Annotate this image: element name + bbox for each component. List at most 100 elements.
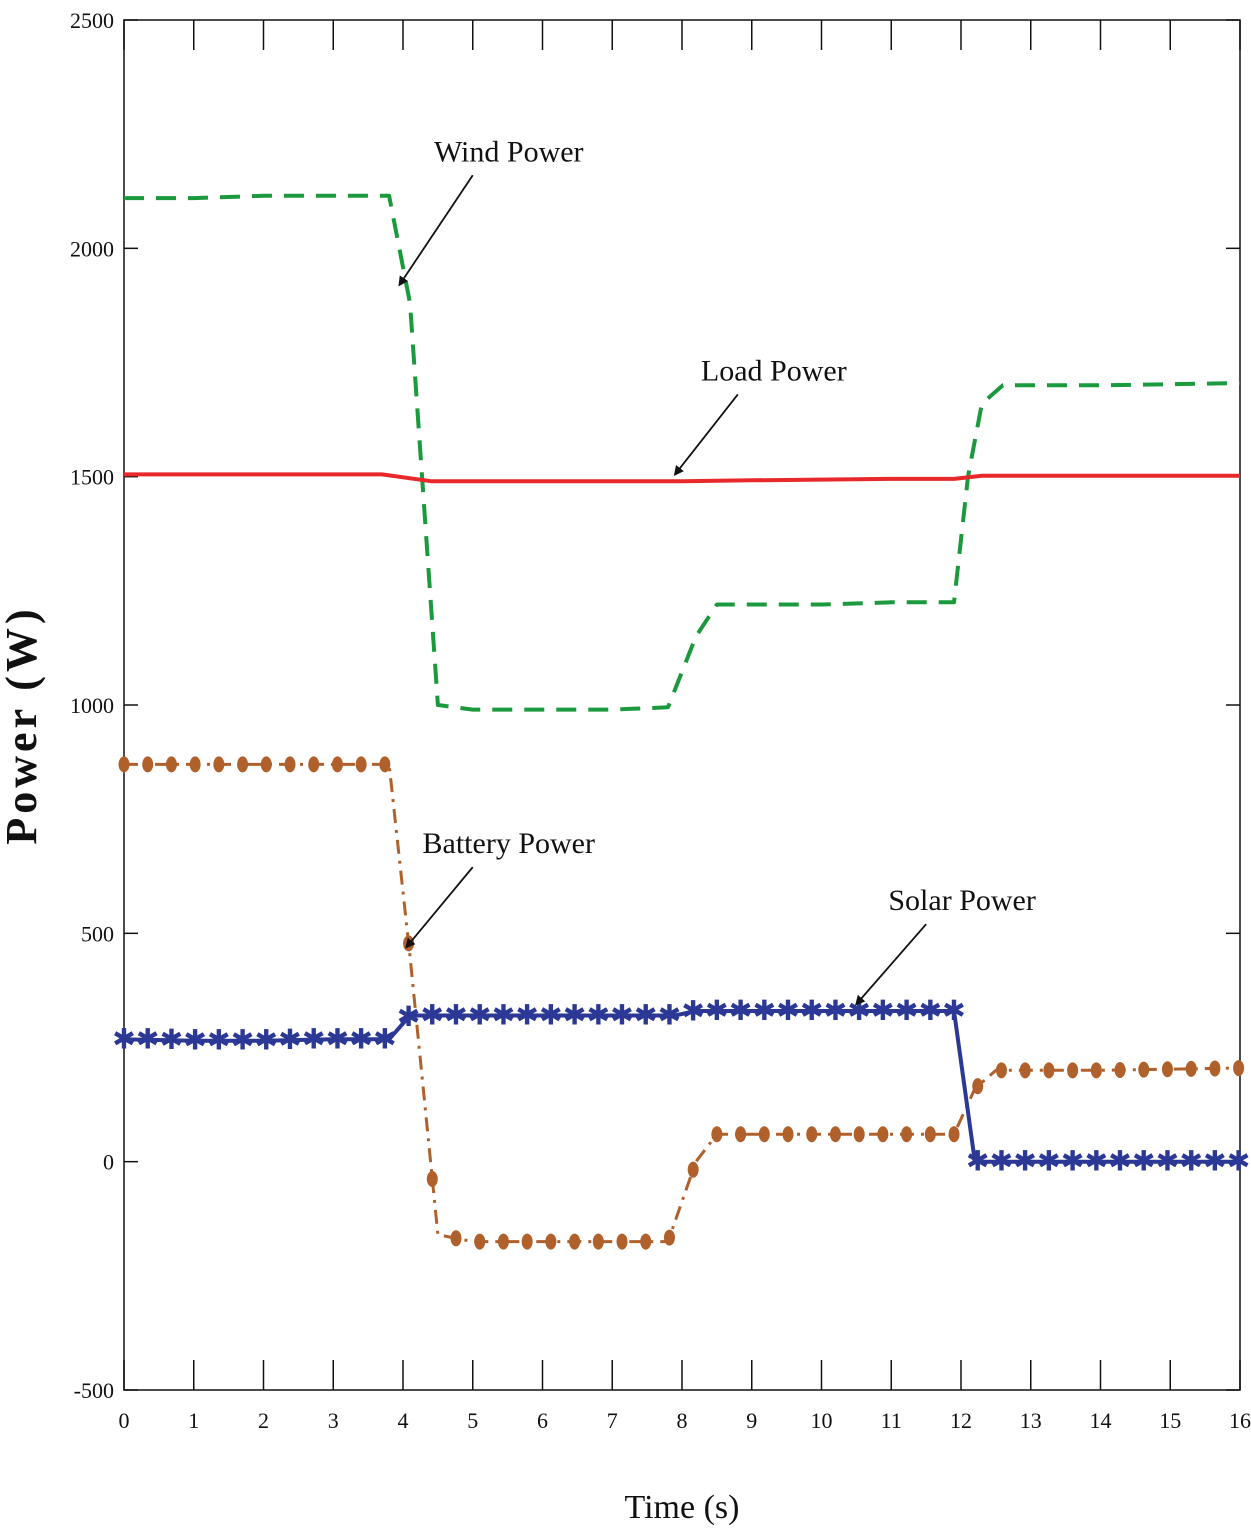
marker-battery-power bbox=[1067, 1062, 1079, 1079]
marker-solar-power: ✱ bbox=[942, 994, 965, 1027]
marker-solar-power: ✱ bbox=[1156, 1145, 1179, 1178]
annotation-battery-power: Battery Power bbox=[405, 827, 595, 949]
marker-solar-power: ✱ bbox=[515, 999, 538, 1032]
annotation-arrow bbox=[398, 174, 474, 287]
annotation-label: Solar Power bbox=[888, 884, 1035, 917]
marker-battery-power bbox=[735, 1126, 747, 1143]
marker-battery-power bbox=[758, 1126, 770, 1143]
y-axis-title: Power (W) bbox=[0, 605, 46, 844]
marker-battery-power bbox=[1090, 1062, 1102, 1079]
marker-solar-power: ✱ bbox=[563, 999, 586, 1032]
line-solar-power bbox=[123, 1009, 1240, 1164]
marker-battery-power bbox=[379, 756, 391, 773]
y-tick-label: -500 bbox=[74, 1378, 114, 1403]
annotation-solar-power: Solar Power bbox=[855, 884, 1036, 1006]
marker-solar-power: ✱ bbox=[847, 994, 870, 1027]
marker-battery-power bbox=[331, 756, 343, 773]
marker-battery-power bbox=[474, 1233, 486, 1250]
marker-battery-power bbox=[213, 756, 225, 773]
marker-battery-power bbox=[687, 1161, 699, 1178]
marker-solar-power: ✱ bbox=[1061, 1145, 1084, 1178]
marker-battery-power bbox=[616, 1233, 628, 1250]
marker-battery-power bbox=[901, 1126, 913, 1143]
marker-solar-power: ✱ bbox=[255, 1024, 278, 1057]
line-wind-power bbox=[124, 193, 1241, 712]
marker-battery-power bbox=[284, 756, 296, 773]
annotation-arrow bbox=[855, 923, 927, 1006]
annotation-label: Load Power bbox=[701, 354, 847, 387]
marker-battery-power bbox=[497, 1233, 509, 1250]
y-tick-label: 1500 bbox=[70, 465, 114, 490]
marker-solar-power: ✱ bbox=[587, 999, 610, 1032]
x-tick-label: 7 bbox=[607, 1408, 618, 1433]
marker-solar-power: ✱ bbox=[444, 999, 467, 1032]
marker-battery-power bbox=[1019, 1062, 1031, 1079]
marker-battery-power bbox=[450, 1230, 462, 1247]
series-layer: ✱ ✱ ✱ ✱ ✱ ✱ ✱ ✱ ✱ ✱ ✱ ✱✱ ✱ ✱ ✱ ✱ ✱ ✱ ✱ ✱ ✱ ✱ ✱ ✱ ✱ ✱ ✱ ✱ ✱ ✱ ✱ ✱ ✱ ✱ ✱✱ ✱ ✱ ✱… bbox=[112, 193, 1250, 1250]
series-solar-power: ✱ ✱ ✱ ✱ ✱ ✱ ✱ ✱ ✱ ✱ ✱ ✱✱ ✱ ✱ ✱ ✱ ✱ ✱ ✱ ✱ ✱ ✱ ✱ ✱ ✱ ✱ ✱ ✱ ✱ ✱ ✱ ✱ ✱ ✱ ✱✱ ✱ ✱ ✱… bbox=[112, 994, 1250, 1178]
marker-solar-power: ✱ bbox=[183, 1024, 206, 1057]
x-tick-label: 14 bbox=[1090, 1408, 1112, 1433]
x-tick-label: 2 bbox=[258, 1408, 269, 1433]
marker-solar-power: ✱ bbox=[278, 1023, 301, 1056]
marker-solar-power: ✱ bbox=[1108, 1145, 1131, 1178]
line-load-power bbox=[124, 472, 1240, 484]
marker-solar-power: ✱ bbox=[705, 994, 728, 1027]
marker-battery-power bbox=[1161, 1061, 1173, 1078]
marker-battery-power bbox=[829, 1126, 841, 1143]
marker-solar-power: ✱ bbox=[1037, 1145, 1060, 1178]
x-tick-label: 9 bbox=[746, 1408, 757, 1433]
marker-solar-power: ✱ bbox=[302, 1023, 325, 1056]
marker-solar-power: ✱ bbox=[919, 994, 942, 1027]
plot-border bbox=[123, 19, 1241, 1391]
annotation-arrow bbox=[405, 866, 474, 949]
marker-battery-power bbox=[118, 756, 130, 773]
x-tick-label: 8 bbox=[677, 1408, 688, 1433]
marker-solar-power: ✱ bbox=[539, 999, 562, 1032]
y-tick-label: 1000 bbox=[70, 693, 114, 718]
marker-solar-power: ✱ bbox=[1132, 1145, 1155, 1178]
marker-solar-power: ✱ bbox=[1179, 1145, 1202, 1178]
marker-battery-power bbox=[521, 1233, 533, 1250]
y-tick-label: 0 bbox=[103, 1150, 114, 1175]
marker-solar-power: ✱ bbox=[634, 999, 657, 1032]
marker-battery-power bbox=[806, 1126, 818, 1143]
annotation-wind-power: Wind Power bbox=[398, 135, 584, 287]
marker-solar-power: ✱ bbox=[753, 994, 776, 1027]
marker-solar-power: ✱ bbox=[421, 999, 444, 1032]
marker-battery-power bbox=[948, 1126, 960, 1143]
y-tick-label: 500 bbox=[81, 921, 114, 946]
marker-solar-power: ✱ bbox=[776, 994, 799, 1027]
marker-battery-power bbox=[142, 756, 154, 773]
series-load-power bbox=[124, 472, 1240, 484]
annotation-label: Battery Power bbox=[423, 827, 595, 860]
annotation-load-power: Load Power bbox=[673, 354, 847, 476]
marker-solar-power: ✱ bbox=[824, 994, 847, 1027]
x-tick-label: 15 bbox=[1159, 1408, 1181, 1433]
marker-battery-power bbox=[924, 1126, 936, 1143]
marker-battery-power bbox=[995, 1062, 1007, 1079]
marker-solar-power: ✱ bbox=[349, 1022, 372, 1055]
series-battery-power bbox=[118, 756, 1245, 1250]
marker-solar-power: ✱ bbox=[1085, 1145, 1108, 1178]
axis-ticks: 0 1 2 3 4 5 6 7 8 9 10 11 12 13 14 15 16-500050010001500… bbox=[70, 8, 1251, 1433]
x-tick-label: 0 bbox=[119, 1408, 130, 1433]
marker-solar-power: ✱ bbox=[1203, 1145, 1226, 1178]
marker-solar-power: ✱ bbox=[112, 1022, 135, 1055]
marker-solar-power: ✱ bbox=[681, 995, 704, 1028]
x-tick-label: 6 bbox=[537, 1408, 548, 1433]
marker-battery-power bbox=[426, 1171, 438, 1188]
x-tick-label: 16 bbox=[1229, 1408, 1251, 1433]
marker-battery-power bbox=[355, 756, 367, 773]
marker-solar-power: ✱ bbox=[397, 1000, 420, 1033]
marker-solar-power: ✱ bbox=[492, 999, 515, 1032]
marker-battery-power bbox=[640, 1233, 652, 1250]
marker-battery-power bbox=[853, 1126, 865, 1143]
marker-battery-power bbox=[545, 1233, 557, 1250]
marker-battery-power bbox=[1233, 1060, 1245, 1077]
marker-battery-power bbox=[782, 1126, 794, 1143]
marker-solar-power: ✱ bbox=[326, 1022, 349, 1055]
annotation-arrow bbox=[673, 393, 739, 476]
marker-solar-power: ✱ bbox=[1227, 1145, 1250, 1178]
series-wind-power bbox=[124, 193, 1241, 712]
